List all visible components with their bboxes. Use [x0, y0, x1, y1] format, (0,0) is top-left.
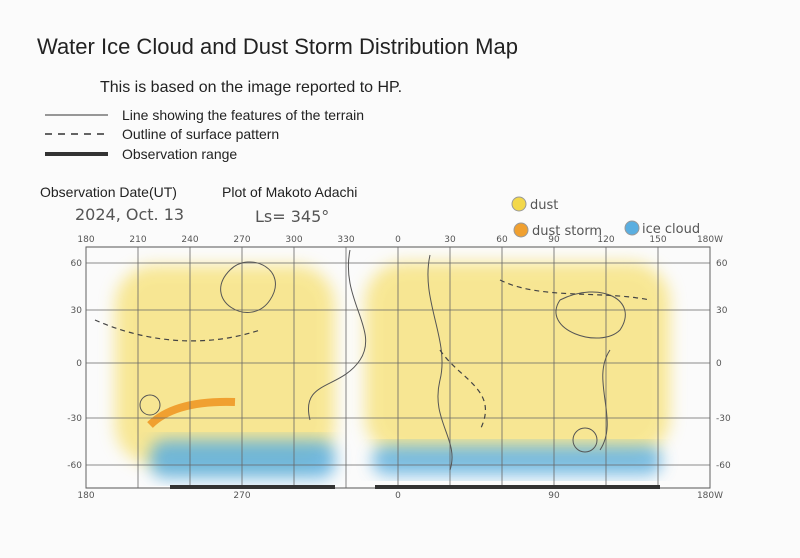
longitude-label: 240	[181, 235, 198, 245]
bottom-longitude-label: 270	[233, 491, 250, 501]
ice-cloud-area	[372, 445, 662, 475]
legend-text: Line showing the features of the terrain	[122, 107, 364, 123]
legend-text: Observation range	[122, 146, 237, 162]
date-label: Observation Date(UT)	[40, 184, 177, 200]
longitude-label: 210	[129, 235, 146, 245]
ice-cloud-key: ice cloud	[642, 222, 700, 237]
map-grid: 180 210 240 270 300 330 0 30 60 90 120 150 180W60300…	[67, 235, 731, 501]
ice-cloud-key-dot	[624, 220, 640, 236]
longitude-label: 180W	[697, 235, 723, 245]
longitude-label: 300	[285, 235, 302, 245]
longitude-label: 90	[548, 235, 560, 245]
bottom-longitude-label: 90	[548, 491, 560, 501]
longitude-label: 120	[597, 235, 614, 245]
bottom-longitude-label: 180W	[697, 491, 723, 501]
title: Water Ice Cloud and Dust Storm Distribut…	[37, 34, 518, 59]
dust-key: dust	[530, 198, 558, 213]
latitude-label: -60	[716, 461, 731, 471]
latitude-label: 60	[716, 259, 728, 269]
latitude-label: 30	[71, 306, 83, 316]
latitude-label: 30	[716, 306, 728, 316]
legend-text: Outline of surface pattern	[122, 126, 279, 142]
longitude-label: 180	[77, 235, 94, 245]
ice-cloud-area	[150, 440, 335, 478]
bottom-longitude-label: 0	[395, 491, 401, 501]
surface-outlines	[94, 279, 651, 431]
dust-key-dot	[511, 196, 527, 212]
bottom-longitude-label: 180	[77, 491, 94, 501]
latitude-label: -60	[67, 461, 82, 471]
date: 2024, Oct. 13	[75, 205, 184, 224]
longitude-label: 60	[496, 235, 508, 245]
longitude-label: 30	[444, 235, 456, 245]
longitude-label: 0	[395, 235, 401, 245]
dust-storm-key-dot	[513, 222, 529, 238]
plot-label: Plot of Makoto Adachi	[222, 184, 357, 200]
dust-storm-key: dust storm	[532, 224, 602, 239]
dust-area	[115, 265, 335, 465]
map-colors	[115, 262, 670, 478]
longitude-label: 150	[649, 235, 666, 245]
latitude-label: -30	[716, 414, 731, 424]
latitude-label: 60	[71, 259, 83, 269]
latitude-label: -30	[67, 414, 82, 424]
terrain-lines	[139, 249, 626, 471]
longitude-label: 270	[233, 235, 250, 245]
subtitle: This is based on the image reported to H…	[100, 79, 402, 96]
longitude-label: 330	[337, 235, 354, 245]
ls: Ls= 345°	[255, 207, 329, 226]
latitude-label: 0	[76, 359, 82, 369]
dust-storm-area	[147, 397, 236, 428]
latitude-label: 0	[716, 359, 722, 369]
dust-area	[365, 262, 670, 457]
